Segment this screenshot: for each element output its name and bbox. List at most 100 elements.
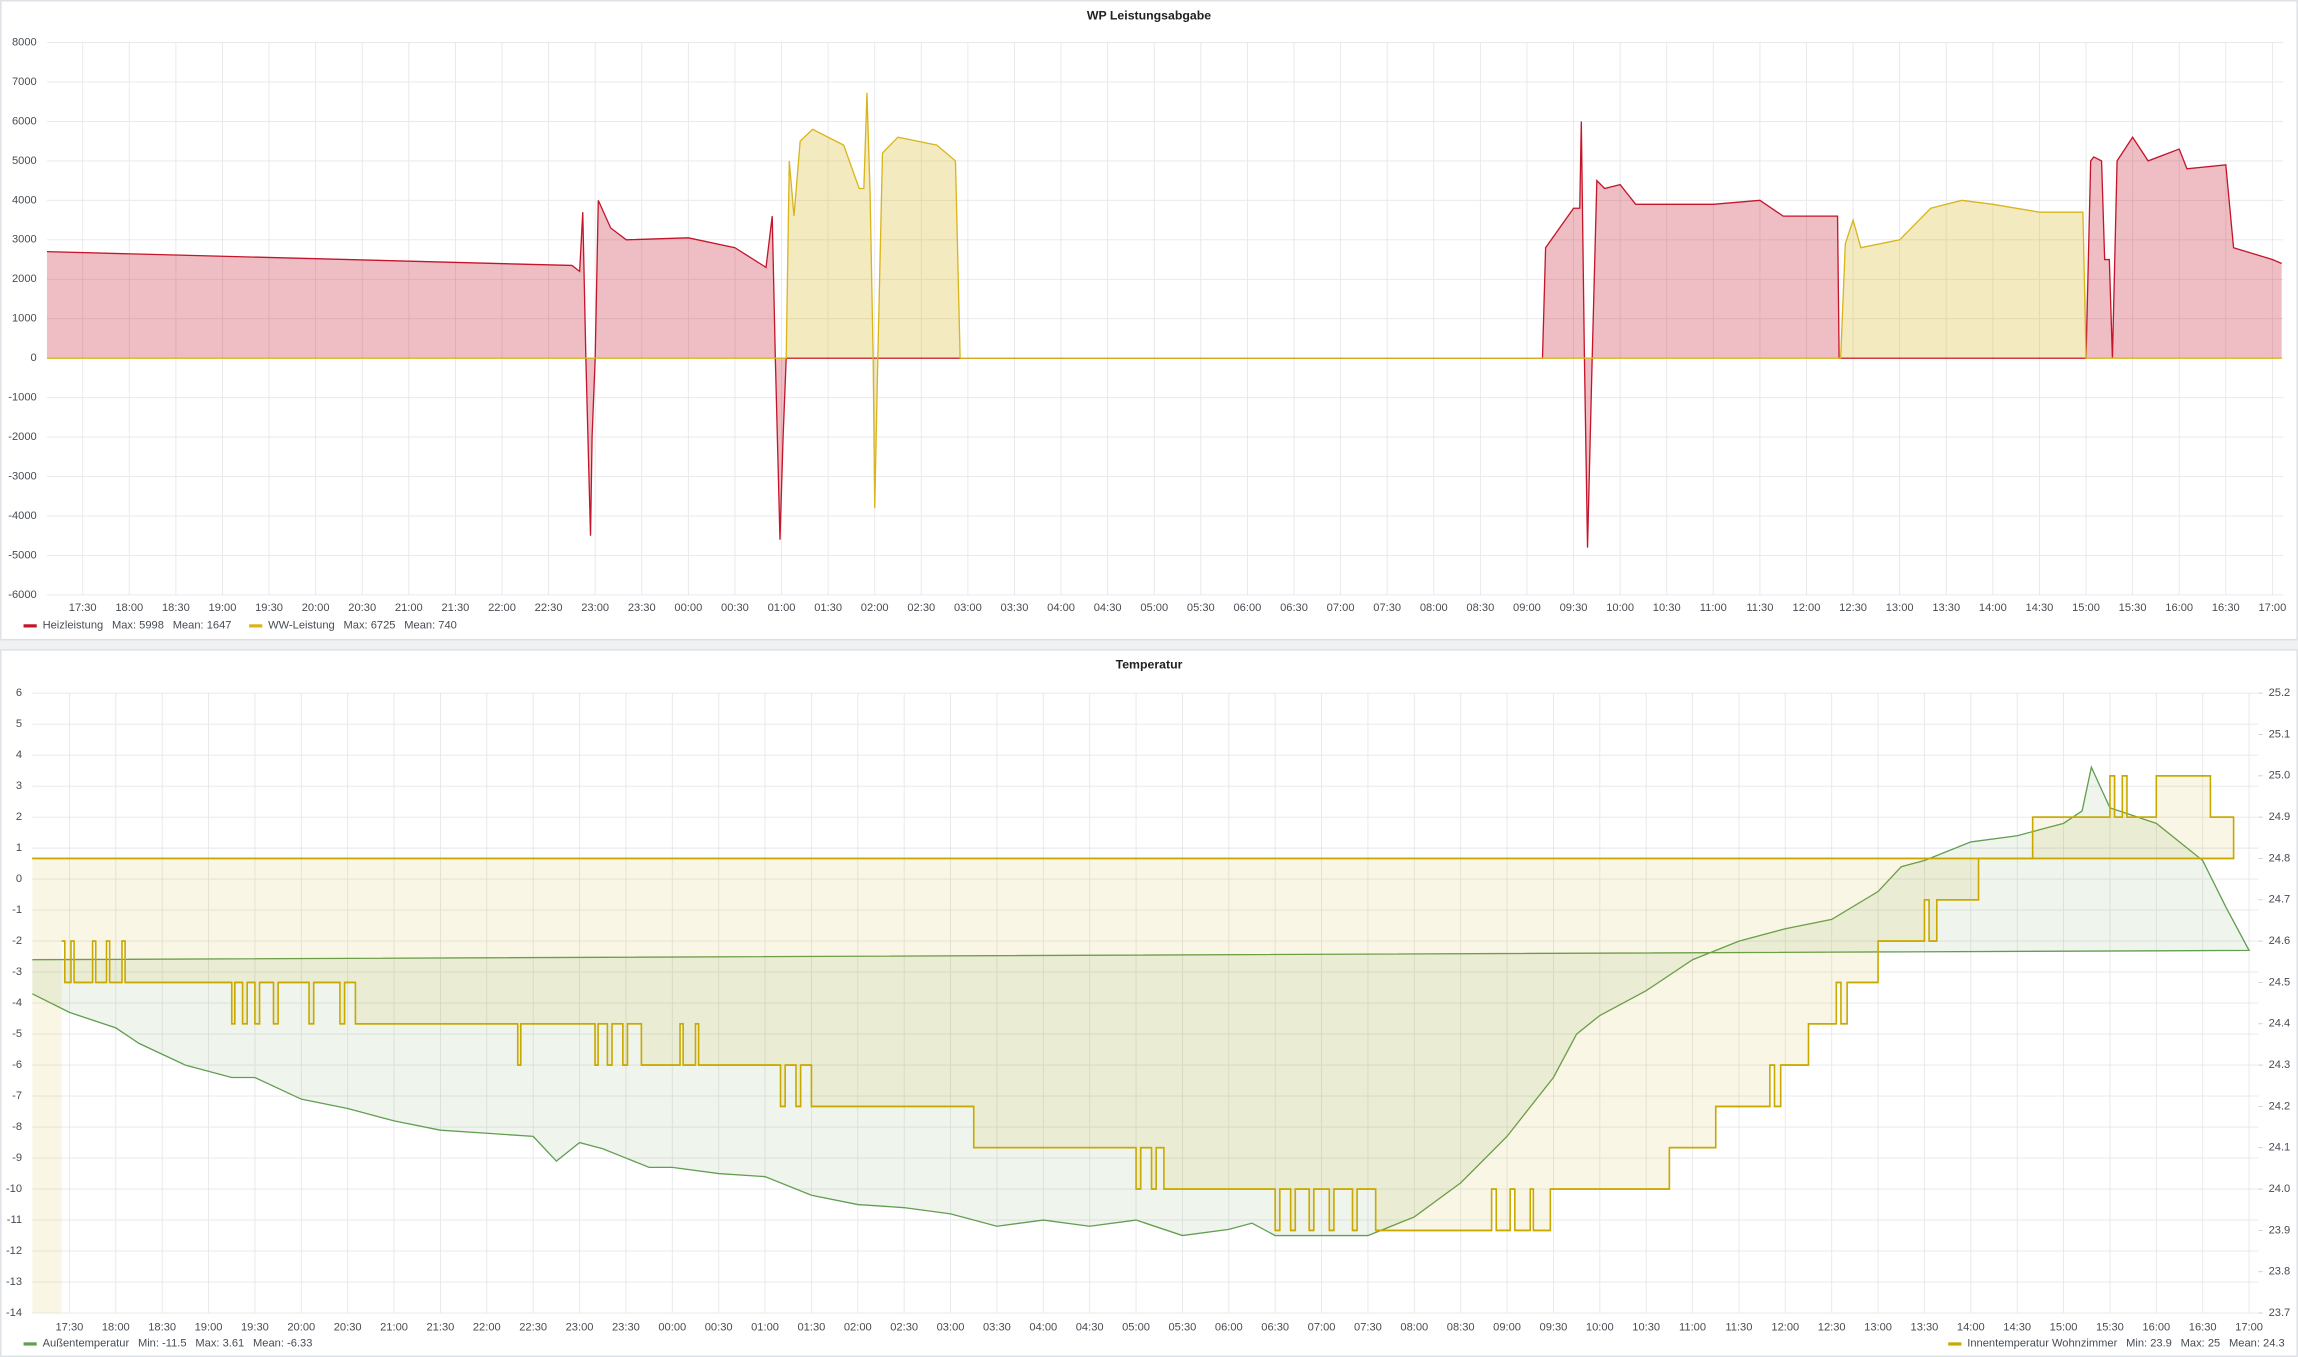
legend-stat: Max: 25 [2181, 1338, 2221, 1350]
x-tick-label: 08:00 [1400, 1322, 1428, 1334]
legend-stat: Max: 5998 [112, 620, 164, 632]
x-tick-label: 10:30 [1653, 602, 1681, 614]
x-tick-label: 23:00 [581, 602, 609, 614]
y-tick-label: 6 [16, 687, 22, 699]
y2-tick-label: 24.1 [2269, 1142, 2291, 1154]
x-tick-label: 11:00 [1700, 602, 1727, 614]
y-tick-label: -3000 [8, 471, 36, 483]
y2-tick-label: 25.1 [2269, 728, 2291, 740]
series-line [46, 121, 2282, 548]
x-tick-label: 23:30 [612, 1322, 640, 1334]
x-tick-label: 22:00 [488, 602, 516, 614]
x-tick-label: 18:00 [115, 602, 143, 614]
y-tick-label: 4000 [12, 194, 37, 206]
y2-tick-label: 24.7 [2269, 894, 2291, 906]
x-tick-label: 07:30 [1373, 602, 1401, 614]
x-tick-label: 00:00 [674, 602, 702, 614]
series-line [32, 765, 2251, 1237]
y-tick-label: 1000 [12, 313, 37, 325]
y2-tick-label: 25.2 [2269, 687, 2291, 699]
x-tick-label: 03:00 [937, 1322, 965, 1334]
x-tick-label: 05:30 [1187, 602, 1215, 614]
y-tick-label: 0 [31, 352, 37, 364]
x-tick-label: 17:30 [56, 1322, 84, 1334]
x-tick-label: 13:30 [1932, 602, 1960, 614]
x-tick-label: 14:00 [1979, 602, 2007, 614]
y2-tick-label: 24.2 [2269, 1100, 2291, 1112]
legend-label: Heizleistung [43, 620, 104, 632]
x-tick-label: 09:30 [1560, 602, 1588, 614]
legend-item: Innentemperatur Wohnzimmer Min: 23.9 Max: … [1948, 1338, 2285, 1350]
x-tick-label: 15:30 [2119, 602, 2147, 614]
legend-item: WW-Leistung Max: 6725 Mean: 740 [249, 620, 457, 632]
y-tick-label: -2000 [8, 431, 36, 443]
x-tick-label: 04:00 [1029, 1322, 1057, 1334]
x-tick-label: 09:00 [1493, 1322, 1521, 1334]
y-tick-label: -1000 [8, 392, 36, 404]
y-tick-label: 8000 [12, 36, 37, 48]
x-tick-label: 05:00 [1140, 602, 1168, 614]
legend-stat: Mean: 24.3 [2229, 1338, 2285, 1350]
y-tick-label: 0 [16, 873, 22, 885]
y2-tick-label: 25.0 [2269, 770, 2291, 782]
x-tick-label: 04:00 [1047, 602, 1075, 614]
y-tick-label: -11 [7, 1214, 22, 1226]
y2-tick-label: 24.0 [2269, 1183, 2291, 1195]
panel-title: Temperatur [1116, 658, 1183, 672]
x-tick-label: 13:00 [1864, 1322, 1892, 1334]
y-tick-label: 5 [16, 718, 22, 730]
y-tick-label: -10 [6, 1183, 22, 1195]
x-tick-label: 17:00 [2258, 602, 2286, 614]
x-tick-label: 01:30 [798, 1322, 826, 1334]
x-tick-label: 19:00 [195, 1322, 223, 1334]
x-tick-label: 16:00 [2165, 602, 2193, 614]
x-tick-label: 01:00 [768, 602, 796, 614]
y2-tick-label: 24.6 [2269, 935, 2291, 947]
x-tick-label: 16:30 [2212, 602, 2240, 614]
legend-item: Außentemperatur Min: -11.5 Max: 3.61 Mean: … [23, 1338, 312, 1350]
x-tick-label: 18:30 [162, 602, 190, 614]
x-tick-label: 10:00 [1586, 1322, 1614, 1334]
legend-stat: Max: 3.61 [195, 1338, 244, 1350]
x-tick-label: 06:00 [1215, 1322, 1243, 1334]
x-tick-label: 16:00 [2142, 1322, 2170, 1334]
x-tick-label: 20:00 [302, 602, 330, 614]
x-tick-label: 10:30 [1632, 1322, 1660, 1334]
y-tick-label: -1 [12, 904, 22, 916]
x-tick-label: 00:30 [705, 1322, 733, 1334]
y-tick-label: 5000 [12, 155, 37, 167]
legend-stat: Mean: -6.33 [253, 1338, 312, 1350]
x-tick-label: 06:30 [1280, 602, 1308, 614]
x-tick-label: 03:30 [983, 1322, 1011, 1334]
x-tick-label: 05:30 [1169, 1322, 1197, 1334]
x-tick-label: 12:00 [1793, 602, 1821, 614]
legend-stat: Max: 6725 [344, 620, 396, 632]
y-tick-label: -14 [6, 1307, 22, 1319]
legend-label: WW-Leistung [268, 620, 335, 632]
x-tick-label: 06:00 [1234, 602, 1262, 614]
y2-tick-label: 24.5 [2269, 976, 2291, 988]
x-tick-label: 09:30 [1540, 1322, 1568, 1334]
x-tick-label: 03:00 [954, 602, 982, 614]
x-tick-label: 11:30 [1746, 602, 1773, 614]
legend-stat: Min: 23.9 [2126, 1338, 2172, 1350]
y-tick-label: 3 [16, 780, 22, 792]
y-tick-label: -9 [12, 1152, 22, 1164]
x-tick-label: 23:00 [566, 1322, 594, 1334]
x-tick-label: 05:00 [1122, 1322, 1150, 1334]
x-tick-label: 07:30 [1354, 1322, 1382, 1334]
x-tick-label: 20:30 [334, 1322, 362, 1334]
y-tick-label: -5 [12, 1028, 22, 1040]
x-tick-label: 13:00 [1886, 602, 1914, 614]
x-tick-label: 19:30 [255, 602, 283, 614]
x-tick-label: 19:30 [241, 1322, 269, 1334]
y-tick-label: 4 [16, 749, 22, 761]
y2-tick-label: 23.9 [2269, 1224, 2291, 1236]
y-tick-label: -4 [12, 997, 22, 1009]
x-tick-label: 08:30 [1447, 1322, 1475, 1334]
x-tick-label: 22:30 [519, 1322, 547, 1334]
y2-tick-label: 24.3 [2269, 1059, 2291, 1071]
x-tick-label: 07:00 [1308, 1322, 1336, 1334]
